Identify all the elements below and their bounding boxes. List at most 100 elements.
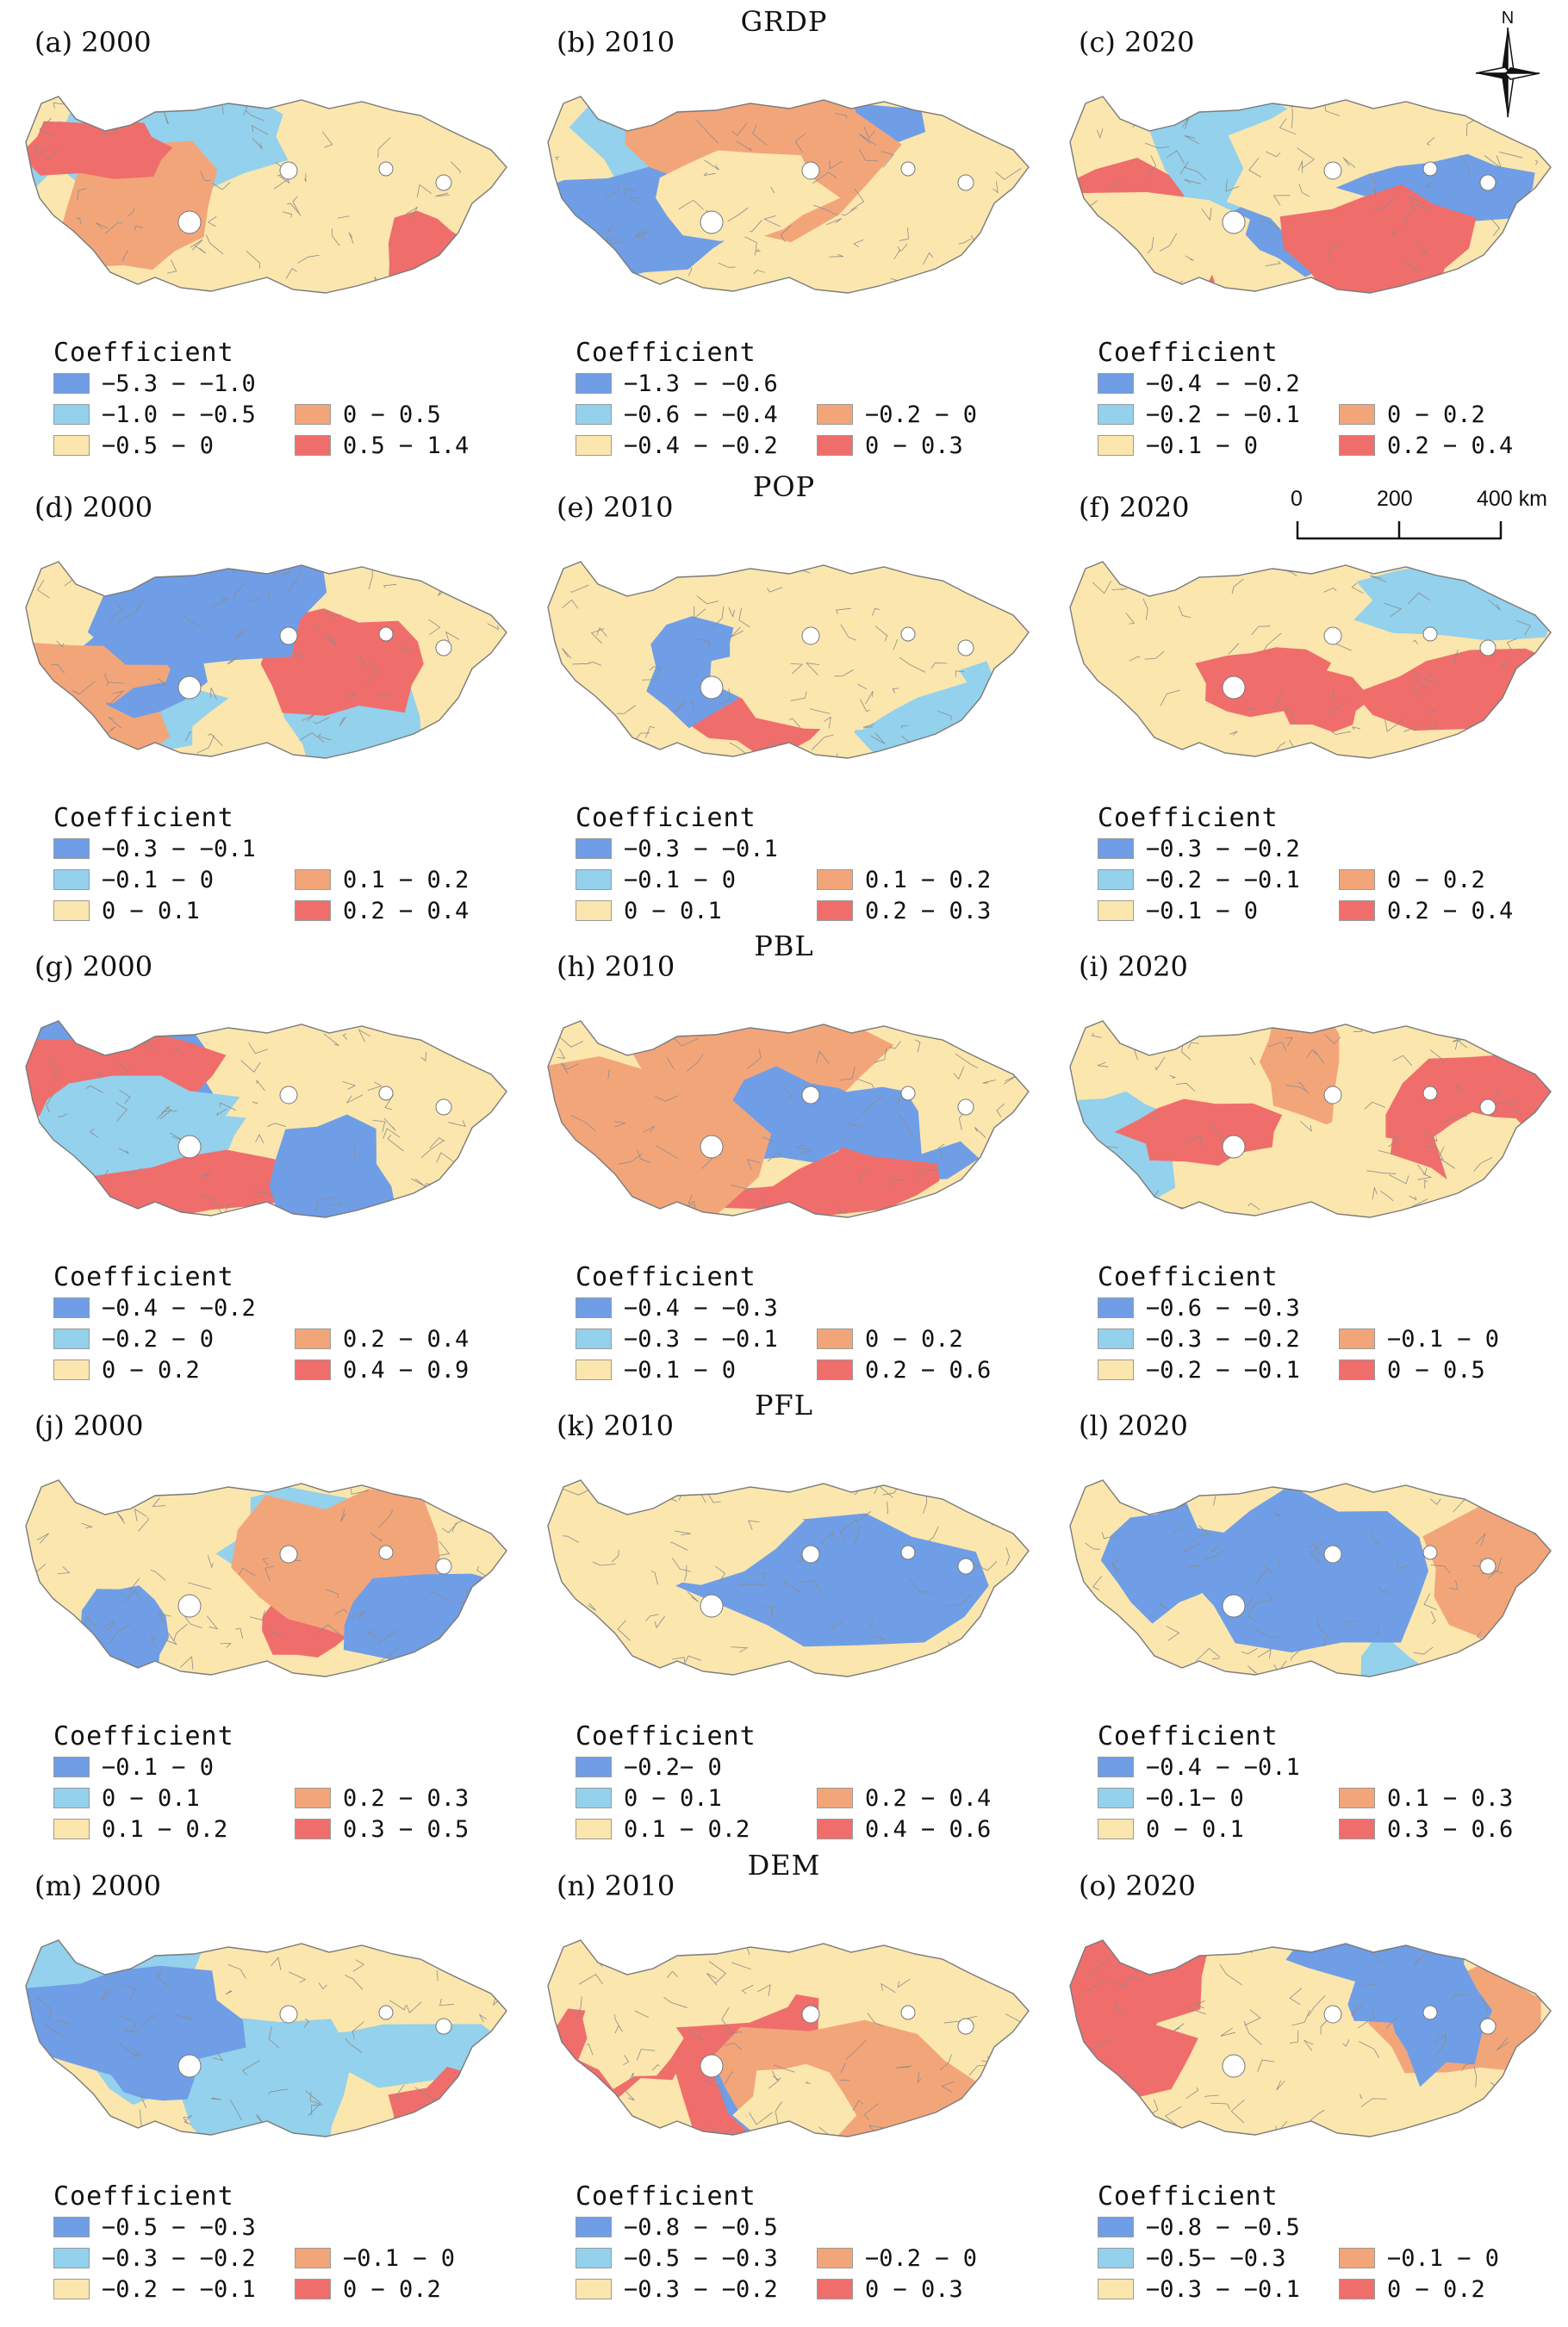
county-boundary	[1136, 285, 1159, 293]
legend-item: 0.2 − 0.6	[817, 1355, 991, 1384]
legend-swatch	[53, 1328, 90, 1349]
county-boundary	[707, 1494, 721, 1503]
county-boundary	[1521, 1206, 1543, 1217]
county-boundary	[481, 725, 498, 736]
legend-swatch	[1339, 1328, 1375, 1349]
variable-row-pfl: PFL (j) 2000 Coefficient −0.1 − 0 0 − 0.1…	[0, 1384, 1568, 1845]
legend-item: 0.2 − 0.3	[295, 1783, 469, 1813]
county-boundary	[578, 1974, 603, 1985]
legend-swatch	[53, 2248, 90, 2268]
class-zones	[548, 1480, 1029, 1677]
legend-label: −1.3 − −0.6	[624, 370, 778, 397]
county-boundary	[429, 1137, 445, 1149]
legend-swatch	[53, 900, 90, 921]
county-boundary	[1304, 2039, 1314, 2051]
county-boundary	[862, 724, 874, 728]
region-outline	[547, 1939, 1030, 2137]
county-boundary	[1229, 731, 1238, 736]
county-boundary	[606, 1954, 615, 1968]
county-boundary	[1129, 656, 1141, 662]
legend-title: Coefficient	[1098, 803, 1279, 833]
county-boundary	[156, 1969, 171, 1988]
county-boundary	[337, 215, 350, 219]
county-boundary	[812, 171, 837, 184]
county-boundary	[1219, 1964, 1242, 1986]
legend-label: 0 − 0.2	[1387, 401, 1485, 428]
county-boundary	[561, 1488, 591, 1496]
legend-label: 0 − 0.1	[102, 1784, 200, 1812]
county-boundary	[1153, 1115, 1159, 1121]
county-boundary	[1014, 1603, 1024, 1613]
legend-item: −0.3 − −0.1	[1098, 2274, 1300, 2304]
region-outline	[25, 96, 507, 294]
class-zone	[1070, 1940, 1210, 2056]
county-boundary	[352, 1959, 365, 1972]
county-boundary	[1392, 1055, 1413, 1067]
county-boundary	[1412, 639, 1418, 645]
county-boundary	[1384, 719, 1405, 732]
excluded-area	[279, 1545, 298, 1564]
county-boundary	[330, 1201, 342, 1206]
county-boundary	[1454, 1039, 1468, 1050]
county-boundary	[1515, 619, 1531, 636]
legend: Coefficient −5.3 − −1.0 −1.0 − −0.5 −0.5 −…	[53, 338, 501, 459]
county-boundary	[1426, 708, 1438, 714]
county-boundary	[1120, 283, 1136, 290]
excluded-area	[435, 1098, 452, 1116]
county-boundary	[970, 1561, 998, 1571]
legend-swatch	[576, 2279, 612, 2299]
county-boundary	[901, 725, 909, 729]
county-boundary	[1266, 151, 1281, 158]
choropleth-map	[547, 1479, 1030, 1677]
county-boundary	[674, 1530, 692, 1535]
legend-item: −0.2 − −0.1	[1098, 865, 1300, 894]
county-boundary	[1256, 1630, 1281, 1639]
county-boundary	[1430, 1565, 1451, 1574]
county-boundary	[1479, 1996, 1489, 2013]
legend-title: Coefficient	[576, 1721, 756, 1751]
excluded-area	[1422, 1545, 1438, 1560]
county-boundary	[939, 2054, 952, 2071]
legend-swatch	[53, 435, 90, 456]
county-boundary	[1364, 1101, 1386, 1110]
excluded-area	[1422, 2005, 1438, 2020]
county-boundary	[227, 656, 239, 665]
county-boundary	[561, 1062, 569, 1075]
choropleth-map	[25, 1479, 507, 1677]
legend-item: 0 − 0.2	[1339, 865, 1485, 894]
county-boundary	[318, 1982, 327, 1990]
county-boundary	[376, 1628, 400, 1645]
county-boundary	[1312, 1049, 1325, 1065]
legend-label: −0.2 − −0.1	[1146, 866, 1300, 893]
county-boundary	[103, 2131, 128, 2137]
legend-swatch	[295, 435, 331, 456]
legend-item: −0.3 − −0.1	[576, 1324, 778, 1353]
county-boundary	[96, 2116, 103, 2125]
legend-swatch	[1098, 1297, 1134, 1318]
legend-swatch	[1098, 2248, 1134, 2268]
excluded-area	[801, 2005, 820, 2024]
county-boundary	[1210, 2102, 1231, 2110]
county-boundary	[1461, 2061, 1474, 2072]
county-boundary	[140, 2094, 147, 2108]
county-boundary	[1416, 244, 1428, 255]
county-boundary	[1525, 1162, 1540, 1173]
legend-label: 0 − 0.2	[102, 1356, 200, 1384]
county-boundary	[923, 1493, 927, 1515]
county-boundary	[758, 1571, 766, 1579]
county-boundary	[448, 2112, 452, 2131]
county-boundary	[1251, 625, 1271, 636]
county-boundary	[636, 2049, 656, 2061]
county-boundary	[1508, 706, 1526, 717]
county-boundary	[893, 246, 901, 260]
county-boundary	[488, 1598, 507, 1616]
county-boundary	[240, 1060, 261, 1073]
legend: Coefficient −1.3 − −0.6 −0.6 − −0.4 −0.4 −…	[576, 338, 1024, 459]
legend: Coefficient −0.4 − −0.3 −0.3 − −0.1 −0.1 −…	[576, 1262, 1024, 1384]
county-boundary	[1144, 650, 1165, 660]
county-boundary	[897, 1978, 911, 1988]
panel-label: (l) 2020	[1079, 1409, 1188, 1442]
map-panel-pbl-1: (h) 2010 Coefficient −0.4 − −0.3 −0.3 − −…	[522, 924, 1044, 1385]
county-boundary	[323, 1033, 339, 1047]
legend-swatch	[1339, 2248, 1375, 2268]
